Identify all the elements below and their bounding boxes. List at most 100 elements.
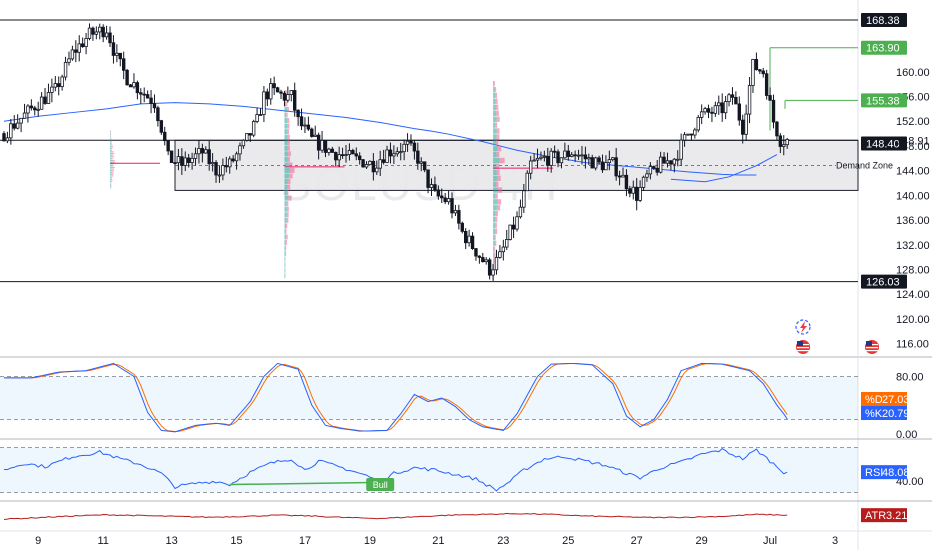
candle-body <box>655 167 659 173</box>
stoch-tick-label: 80.00 <box>896 371 924 383</box>
volume-profile-bar <box>111 173 114 175</box>
flag-stripe <box>866 347 878 349</box>
volume-profile-bar <box>286 129 290 135</box>
volume-profile-bar <box>284 256 285 262</box>
candle-body <box>583 154 588 160</box>
volume-profile-bar <box>493 86 495 93</box>
candle-body <box>385 149 389 163</box>
date-tick-label: 15 <box>230 535 242 547</box>
volume-profile-bar <box>110 146 112 148</box>
price-tick-label: 160.00 <box>896 67 930 79</box>
volume-profile-bar <box>110 166 113 168</box>
candle-body <box>734 96 738 105</box>
candle-body <box>50 86 54 93</box>
candle-body <box>139 92 143 95</box>
volume-profile-bar <box>110 137 112 139</box>
candle-body <box>433 184 437 191</box>
candle-body <box>135 82 140 94</box>
candle-body <box>87 27 92 39</box>
volume-profile-bar <box>110 171 112 174</box>
volume-profile-bar <box>493 169 497 176</box>
volume-profile-bar <box>493 258 494 264</box>
volume-profile-bar <box>284 262 285 268</box>
atr-value: 3.21 <box>886 510 907 522</box>
volume-profile-bar <box>112 163 115 165</box>
volume-profile-bar <box>110 140 111 143</box>
candle-body <box>710 111 714 114</box>
candle-body <box>484 259 488 263</box>
volume-profile-bar <box>289 167 295 173</box>
candle-body <box>511 224 516 230</box>
candle-body <box>563 150 567 159</box>
candle-body <box>689 133 694 136</box>
volume-profile-bar <box>112 170 114 172</box>
volume-profile-bar <box>284 195 289 201</box>
flag-stripe <box>797 350 809 352</box>
volume-profile-bar <box>493 181 497 187</box>
candle-body <box>207 149 211 165</box>
candle-body <box>621 174 625 178</box>
candle-body <box>104 32 109 38</box>
volume-profile-bar <box>110 132 111 134</box>
candle-body <box>320 140 324 151</box>
volume-profile-bar <box>110 185 111 187</box>
candle-body <box>149 97 153 104</box>
volume-profile-bar <box>495 140 499 146</box>
volume-profile-bar <box>110 185 112 187</box>
volume-profile-bar <box>495 193 498 199</box>
volume-profile-bar <box>284 112 287 118</box>
candle-body <box>375 167 379 173</box>
candle-body <box>652 166 656 169</box>
candle-body <box>378 159 382 169</box>
candle-body <box>152 103 157 109</box>
candle-body <box>115 52 119 56</box>
candle-body <box>12 123 16 129</box>
candle-body <box>94 31 99 35</box>
price-badge-text: 168.38 <box>866 15 900 27</box>
candle-body <box>682 134 687 141</box>
bull-label: Bull <box>373 480 388 490</box>
candle-body <box>672 158 677 165</box>
volume-profile-bar <box>493 81 495 87</box>
candle-body <box>648 166 653 175</box>
volume-profile-bar <box>284 162 289 168</box>
volume-profile-bar <box>494 252 496 258</box>
volume-profile-bar <box>493 122 496 128</box>
volume-profile-bar <box>286 201 289 207</box>
volume-profile-bar <box>284 251 286 257</box>
volume-profile-bar <box>110 168 113 170</box>
candle-body <box>429 184 434 188</box>
candle-body <box>60 76 64 88</box>
candle-body <box>289 90 293 95</box>
volume-profile-bar <box>286 101 288 107</box>
volume-profile-bar <box>497 146 502 152</box>
candle-body <box>552 150 557 153</box>
stoch-d-line <box>4 363 788 432</box>
candle-body <box>460 222 464 232</box>
volume-profile-bar <box>284 145 288 151</box>
volume-profile-bar <box>493 116 497 122</box>
price-badge <box>861 274 907 289</box>
volume-profile-bar <box>111 149 112 151</box>
price-badge <box>861 13 907 28</box>
date-tick-label: 25 <box>562 535 574 547</box>
volume-profile-bar <box>111 146 113 148</box>
candle-body <box>26 105 30 114</box>
candle-body <box>669 160 673 165</box>
candle-body <box>22 112 27 119</box>
volume-profile-bar <box>110 154 112 156</box>
ema-line <box>670 154 778 183</box>
candle-body <box>409 140 413 144</box>
volume-profile-bar <box>496 128 500 134</box>
stoch-band <box>0 376 858 420</box>
volume-profile-bar <box>110 135 111 137</box>
candle-body <box>193 153 198 159</box>
candle-body <box>761 70 765 75</box>
candle-body <box>720 102 724 114</box>
candle-body <box>419 161 423 164</box>
flag-canton <box>797 341 803 346</box>
flag-stripe <box>866 350 878 352</box>
volume-profile-bar <box>112 161 116 163</box>
candle-body <box>573 154 577 157</box>
volume-profile-bar <box>493 222 496 229</box>
